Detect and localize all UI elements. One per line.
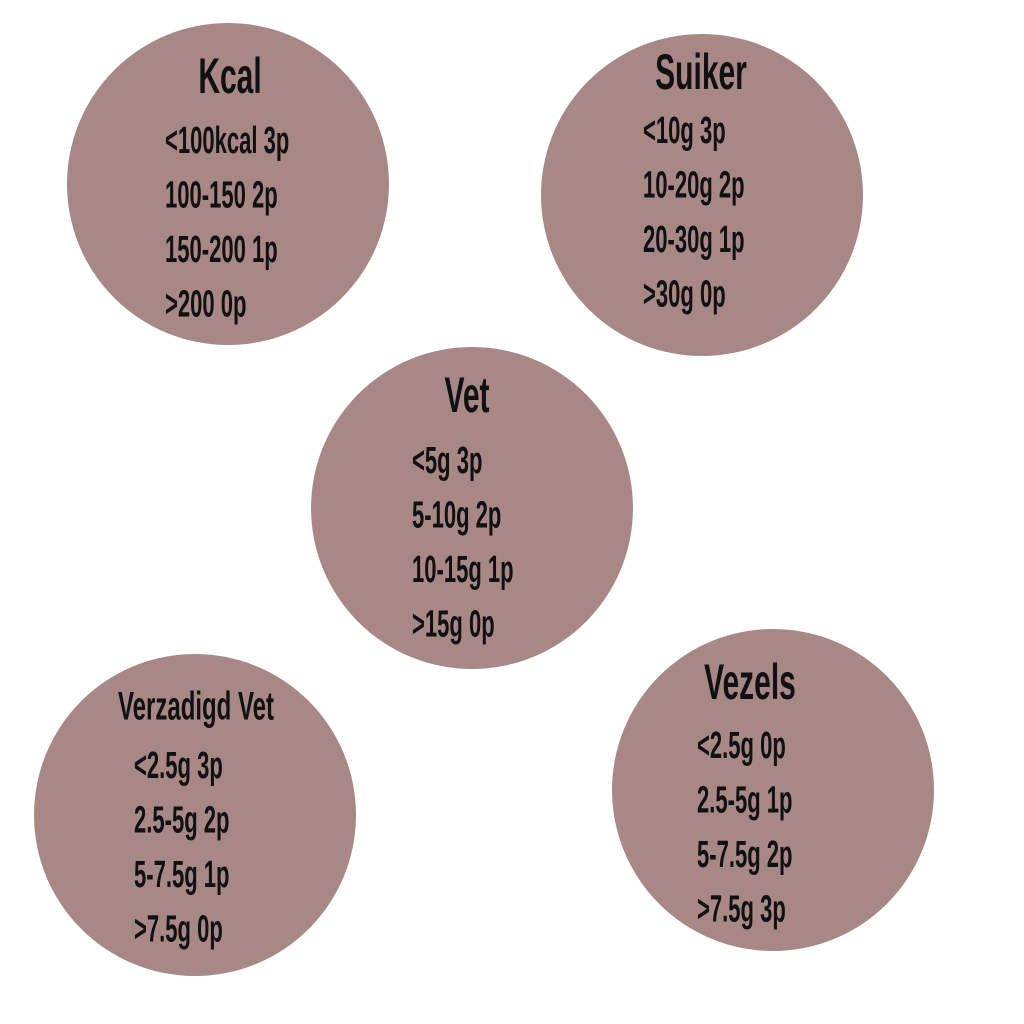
score-line: 10-20g 2p <box>643 163 745 206</box>
score-line: 5-7.5g 2p <box>697 833 792 876</box>
score-line: 2.5-5g 1p <box>697 778 792 821</box>
score-line: <5g 3p <box>412 439 482 482</box>
score-line: 5-10g 2p <box>412 493 501 536</box>
circle-title: Verzadigd Vet <box>118 683 274 728</box>
score-circle <box>67 23 389 345</box>
circle-title: Vezels <box>704 654 796 710</box>
score-line: <100kcal 3p <box>165 119 289 162</box>
score-circle <box>541 34 863 356</box>
score-line: >200 0p <box>165 282 246 325</box>
score-line: <2.5g 0p <box>697 724 786 767</box>
score-line: 10-15g 1p <box>412 548 514 591</box>
score-line: 20-30g 1p <box>643 218 745 261</box>
score-line: 5-7.5g 1p <box>134 853 229 896</box>
score-line: >7.5g 0p <box>134 907 223 950</box>
circle-title: Kcal <box>198 48 261 104</box>
score-circle <box>311 347 633 669</box>
score-line: 150-200 1p <box>165 228 278 271</box>
score-line: <10g 3p <box>643 109 726 152</box>
circle-title: Suiker <box>655 44 747 100</box>
score-line: <2.5g 3p <box>134 744 223 787</box>
score-circle <box>612 629 934 951</box>
score-line: 2.5-5g 2p <box>134 798 229 841</box>
score-line: 100-150 2p <box>165 173 278 216</box>
score-line: >7.5g 3p <box>697 887 786 930</box>
score-line: >15g 0p <box>412 602 495 645</box>
score-circle <box>34 654 356 976</box>
score-line: >30g 0p <box>643 272 726 315</box>
circle-title: Vet <box>444 367 489 423</box>
